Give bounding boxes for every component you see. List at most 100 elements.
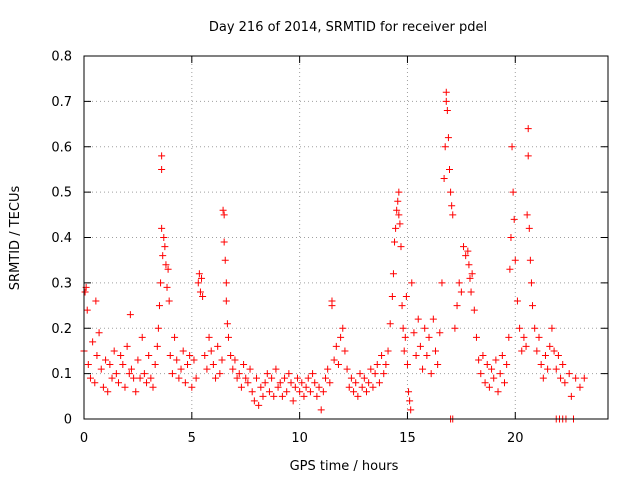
data-point	[479, 351, 487, 359]
data-point	[233, 374, 241, 382]
data-point	[414, 315, 422, 323]
data-point	[220, 211, 228, 219]
data-point	[106, 361, 114, 369]
data-point	[391, 238, 399, 246]
data-point	[190, 356, 198, 364]
data-point	[527, 279, 535, 287]
data-point	[431, 347, 439, 355]
data-point	[330, 356, 338, 364]
data-point	[347, 374, 355, 382]
data-point	[460, 243, 468, 251]
data-point	[442, 97, 450, 105]
data-point	[127, 365, 135, 373]
data-point	[164, 265, 172, 273]
data-point	[453, 302, 461, 310]
x-tick-label: 20	[507, 431, 524, 446]
data-point	[446, 165, 454, 173]
data-point	[199, 292, 207, 300]
data-point	[407, 406, 415, 414]
data-point	[253, 374, 261, 382]
data-point	[513, 297, 521, 305]
data-point	[334, 361, 342, 369]
data-point	[388, 292, 396, 300]
data-point	[306, 388, 314, 396]
data-point	[291, 383, 299, 391]
data-point	[524, 152, 532, 160]
data-point	[272, 365, 280, 373]
data-point	[242, 374, 250, 382]
data-point	[196, 288, 204, 296]
data-point	[451, 324, 459, 332]
data-point	[302, 383, 310, 391]
data-point	[298, 379, 306, 387]
data-point	[263, 370, 271, 378]
data-point	[198, 274, 206, 282]
data-point	[498, 351, 506, 359]
data-point	[565, 370, 573, 378]
data-point	[548, 324, 556, 332]
data-point	[444, 134, 452, 142]
data-point	[268, 374, 276, 382]
data-point	[309, 370, 317, 378]
data-point	[175, 374, 183, 382]
data-point	[121, 383, 129, 391]
data-point	[134, 356, 142, 364]
data-point	[343, 365, 351, 373]
data-point	[448, 202, 456, 210]
data-point	[317, 406, 325, 414]
data-point	[287, 379, 295, 387]
data-point	[108, 374, 116, 382]
data-point	[91, 379, 99, 387]
data-point	[143, 379, 151, 387]
data-points	[80, 88, 588, 423]
data-point	[125, 370, 133, 378]
data-point	[89, 338, 97, 346]
data-point	[123, 342, 131, 350]
data-point	[171, 333, 179, 341]
data-point	[367, 365, 375, 373]
data-point	[244, 379, 252, 387]
data-point	[526, 256, 534, 264]
data-point	[467, 288, 475, 296]
data-point	[533, 347, 541, 355]
data-point	[179, 347, 187, 355]
data-point	[358, 383, 366, 391]
data-point	[281, 374, 289, 382]
data-point	[386, 320, 394, 328]
data-point	[173, 356, 181, 364]
data-point	[337, 333, 345, 341]
x-axis-label: GPS time / hours	[290, 459, 399, 474]
y-tick-label: 0	[64, 413, 72, 428]
data-point	[554, 351, 562, 359]
data-point	[572, 374, 580, 382]
data-point	[539, 374, 547, 382]
data-point	[201, 351, 209, 359]
data-point	[541, 351, 549, 359]
data-point	[240, 361, 248, 369]
data-point	[293, 374, 301, 382]
x-tick-label: 15	[399, 431, 416, 446]
data-point	[389, 270, 397, 278]
data-point	[395, 188, 403, 196]
y-tick-label: 0.8	[51, 50, 72, 65]
data-point	[203, 365, 211, 373]
y-tick-label: 0.5	[51, 186, 72, 201]
data-point	[227, 351, 235, 359]
data-point	[559, 361, 567, 369]
data-point	[380, 370, 388, 378]
data-point	[166, 351, 174, 359]
data-point	[153, 342, 161, 350]
data-point	[416, 342, 424, 350]
data-point	[520, 333, 528, 341]
data-point	[283, 388, 291, 396]
data-point	[184, 361, 192, 369]
data-point	[313, 392, 321, 400]
data-point	[220, 238, 228, 246]
data-point	[181, 379, 189, 387]
data-point	[399, 324, 407, 332]
data-point	[510, 215, 518, 223]
data-point	[158, 224, 166, 232]
data-point	[468, 270, 476, 278]
x-tick-label: 10	[291, 431, 308, 446]
